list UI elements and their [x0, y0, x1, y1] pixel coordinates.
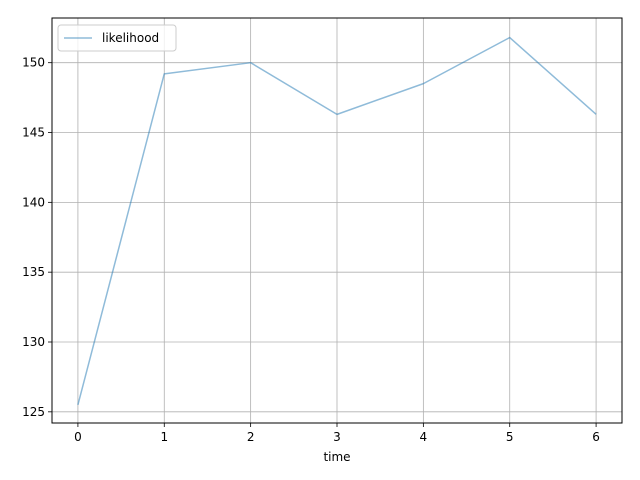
series-line-likelihood [77, 36, 597, 406]
x-tick-label: 5 [506, 430, 514, 444]
series-layer [77, 36, 597, 406]
y-tick-label: 125 [22, 405, 45, 419]
x-tick-label: 2 [247, 430, 255, 444]
y-tick-label: 145 [22, 126, 45, 140]
grid-lines [52, 18, 622, 423]
x-tick-label: 1 [160, 430, 168, 444]
x-tick-label: 6 [592, 430, 600, 444]
axis-ticks: 0 1 2 3 4 5 6 125 130 135 140 145 150 [22, 56, 600, 444]
legend-label: likelihood [102, 31, 159, 45]
x-tick-label: 0 [74, 430, 82, 444]
legend-box [57, 24, 177, 52]
y-tick-label: 140 [22, 195, 45, 209]
y-tick-label: 150 [22, 56, 45, 70]
x-tick-label: 4 [420, 430, 428, 444]
x-axis-label: time [323, 450, 350, 464]
y-tick-label: 135 [22, 265, 45, 279]
legend: likelihood [57, 24, 177, 52]
y-tick-label: 130 [22, 335, 45, 349]
x-tick-label: 3 [333, 430, 341, 444]
